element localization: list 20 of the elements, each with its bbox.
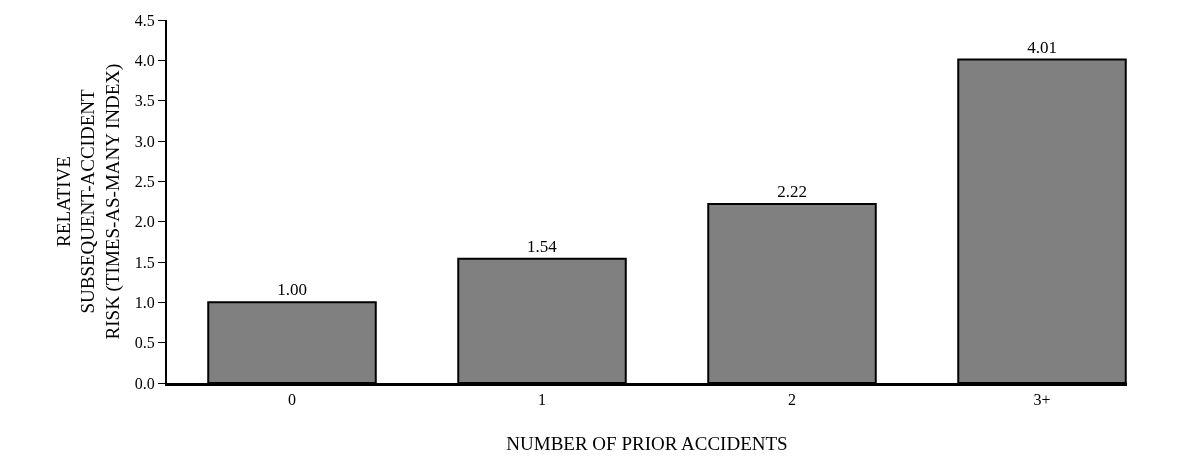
y-tick-label: 1.5 [134, 253, 155, 271]
y-tick-label: 2.5 [134, 172, 155, 190]
y-axis-title: RELATIVE SUBSEQUENT-ACCIDENT RISK (TIMES-AS-MANY INDEX) [52, 63, 125, 340]
x-tick-label: 0 [288, 391, 296, 409]
x-tick-label: 1 [538, 391, 546, 409]
data-label: 4.01 [1027, 37, 1057, 57]
data-label: 1.00 [277, 280, 307, 300]
y-tick-label: 4.5 [134, 11, 155, 29]
x-axis-title: NUMBER OF PRIOR ACCIDENTS [506, 433, 788, 454]
x-tick-label: 3+ [1033, 391, 1051, 409]
data-label: 2.22 [777, 181, 807, 201]
data-label: 1.54 [526, 236, 558, 256]
y-tick-label: 3.0 [134, 132, 155, 150]
y-tick-label: 1.0 [134, 293, 155, 311]
y-tick-label: 3.5 [134, 92, 155, 110]
y-tick-label: 2.0 [134, 213, 155, 231]
x-tick-label: 2 [788, 391, 796, 409]
y-tick-label: 0.0 [134, 374, 155, 392]
y-tick-label: 0.5 [134, 334, 155, 352]
y-tick-label: 4.0 [134, 51, 155, 69]
